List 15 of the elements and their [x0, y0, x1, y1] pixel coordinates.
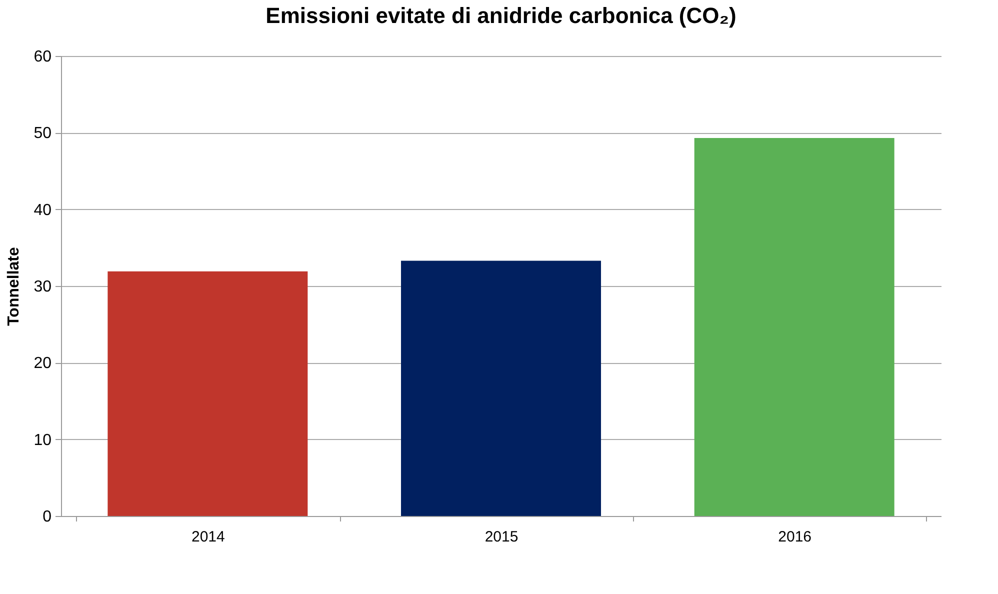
y-tick-label: 30 [34, 278, 52, 296]
y-tick-label: 40 [34, 202, 52, 219]
bar [694, 138, 894, 516]
bar [108, 271, 308, 516]
chart-title: Emissioni evitate di anidride carbonica (CO₂) [266, 3, 736, 28]
y-tick-label: 50 [34, 125, 52, 142]
y-tick-label: 20 [34, 355, 52, 372]
y-tick-label: 60 [34, 48, 52, 66]
y-tick-label: 10 [34, 432, 52, 449]
x-tick-label: 2016 [778, 528, 812, 546]
x-tick-label: 2015 [484, 528, 518, 546]
y-tick-label: 0 [42, 508, 52, 526]
x-tick-label: 2014 [191, 528, 225, 546]
y-axis-title: Tonnellate [6, 246, 23, 326]
bar [401, 260, 601, 516]
